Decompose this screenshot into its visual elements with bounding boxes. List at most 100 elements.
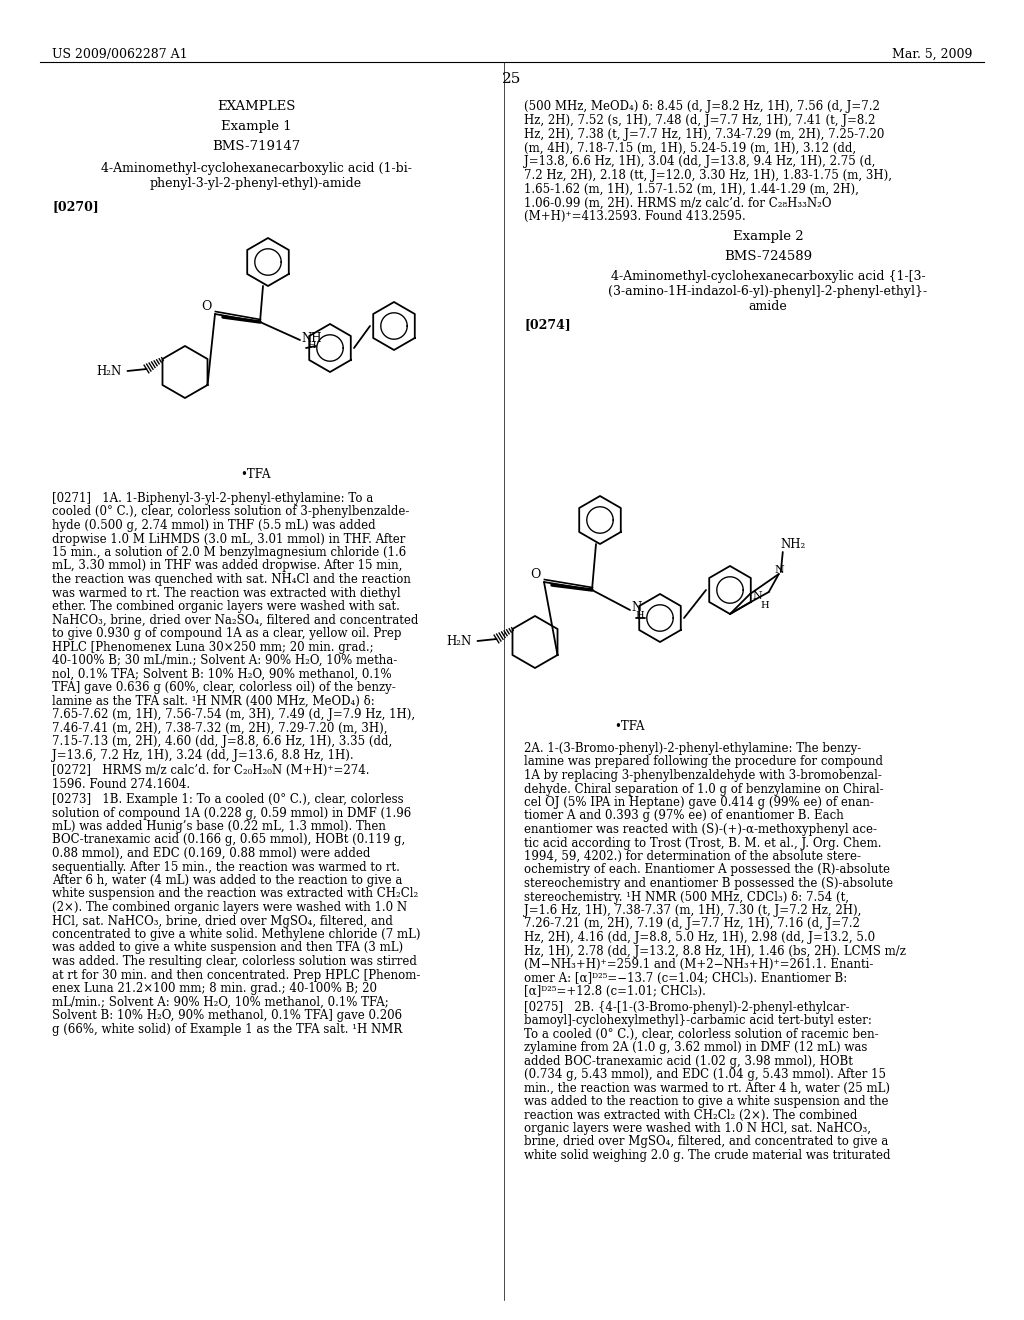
Text: EXAMPLES: EXAMPLES	[217, 100, 295, 114]
Text: (m, 4H), 7.18-7.15 (m, 1H), 5.24-5.19 (m, 1H), 3.12 (dd,: (m, 4H), 7.18-7.15 (m, 1H), 5.24-5.19 (m…	[524, 141, 856, 154]
Text: [0270]: [0270]	[52, 201, 98, 213]
Text: mL, 3.30 mmol) in THF was added dropwise. After 15 min,: mL, 3.30 mmol) in THF was added dropwise…	[52, 560, 402, 573]
Text: TFA] gave 0.636 g (60%, clear, colorless oil) of the benzy-: TFA] gave 0.636 g (60%, clear, colorless…	[52, 681, 395, 694]
Text: 7.2 Hz, 2H), 2.18 (tt, J=12.0, 3.30 Hz, 1H), 1.83-1.75 (m, 3H),: 7.2 Hz, 2H), 2.18 (tt, J=12.0, 3.30 Hz, …	[524, 169, 892, 182]
Text: organic layers were washed with 1.0 N HCl, sat. NaHCO₃,: organic layers were washed with 1.0 N HC…	[524, 1122, 871, 1135]
Text: stereochemistry. ¹H NMR (500 MHz, CDCl₃) δ: 7.54 (t,: stereochemistry. ¹H NMR (500 MHz, CDCl₃)…	[524, 891, 849, 903]
Text: NaHCO₃, brine, dried over Na₂SO₄, filtered and concentrated: NaHCO₃, brine, dried over Na₂SO₄, filter…	[52, 614, 419, 627]
Text: To a cooled (0° C.), clear, colorless solution of racemic ben-: To a cooled (0° C.), clear, colorless so…	[524, 1027, 879, 1040]
Text: tiomer A and 0.393 g (97% ee) of enantiomer B. Each: tiomer A and 0.393 g (97% ee) of enantio…	[524, 809, 844, 822]
Text: was added to the reaction to give a white suspension and the: was added to the reaction to give a whit…	[524, 1096, 889, 1107]
Text: cooled (0° C.), clear, colorless solution of 3-phenylbenzalde-: cooled (0° C.), clear, colorless solutio…	[52, 506, 410, 519]
Text: (500 MHz, MeOD₄) δ: 8.45 (d, J=8.2 Hz, 1H), 7.56 (d, J=7.2: (500 MHz, MeOD₄) δ: 8.45 (d, J=8.2 Hz, 1…	[524, 100, 880, 114]
Text: NH: NH	[301, 333, 322, 345]
Text: was added to give a white suspension and then TFA (3 mL): was added to give a white suspension and…	[52, 941, 403, 954]
Text: J=13.6, 7.2 Hz, 1H), 3.24 (dd, J=13.6, 8.8 Hz, 1H).: J=13.6, 7.2 Hz, 1H), 3.24 (dd, J=13.6, 8…	[52, 748, 353, 762]
Text: Example 1: Example 1	[221, 120, 291, 133]
Text: nol, 0.1% TFA; Solvent B: 10% H₂O, 90% methanol, 0.1%: nol, 0.1% TFA; Solvent B: 10% H₂O, 90% m…	[52, 668, 391, 681]
Text: 1.65-1.62 (m, 1H), 1.57-1.52 (m, 1H), 1.44-1.29 (m, 2H),: 1.65-1.62 (m, 1H), 1.57-1.52 (m, 1H), 1.…	[524, 182, 859, 195]
Text: H: H	[307, 341, 315, 350]
Text: enex Luna 21.2×100 mm; 8 min. grad.; 40-100% B; 20: enex Luna 21.2×100 mm; 8 min. grad.; 40-…	[52, 982, 377, 995]
Text: 7.46-7.41 (m, 2H), 7.38-7.32 (m, 2H), 7.29-7.20 (m, 3H),: 7.46-7.41 (m, 2H), 7.38-7.32 (m, 2H), 7.…	[52, 722, 387, 734]
Text: to give 0.930 g of compound 1A as a clear, yellow oil. Prep: to give 0.930 g of compound 1A as a clea…	[52, 627, 401, 640]
Text: HPLC [Phenomenex Luna 30×250 mm; 20 min. grad.;: HPLC [Phenomenex Luna 30×250 mm; 20 min.…	[52, 640, 374, 653]
Text: reaction was extracted with CH₂Cl₂ (2×). The combined: reaction was extracted with CH₂Cl₂ (2×).…	[524, 1109, 857, 1122]
Text: tic acid according to Trost (Trost, B. M. et al., J. Org. Chem.: tic acid according to Trost (Trost, B. M…	[524, 837, 882, 850]
Text: 40-100% B; 30 mL/min.; Solvent A: 90% H₂O, 10% metha-: 40-100% B; 30 mL/min.; Solvent A: 90% H₂…	[52, 653, 397, 667]
Text: [0275]   2B. {4-[1-(3-Bromo-phenyl)-2-phenyl-ethylcar-: [0275] 2B. {4-[1-(3-Bromo-phenyl)-2-phen…	[524, 1001, 850, 1014]
Text: Hz, 1H), 2.78 (dd, J=13.2, 8.8 Hz, 1H), 1.46 (bs, 2H). LCMS m/z: Hz, 1H), 2.78 (dd, J=13.2, 8.8 Hz, 1H), …	[524, 945, 906, 957]
Text: mL) was added Hunig’s base (0.22 mL, 1.3 mmol). Then: mL) was added Hunig’s base (0.22 mL, 1.3…	[52, 820, 386, 833]
Text: NH₂: NH₂	[780, 539, 806, 550]
Text: the reaction was quenched with sat. NH₄Cl and the reaction: the reaction was quenched with sat. NH₄C…	[52, 573, 411, 586]
Text: (M−NH₃+H)⁺=259.1 and (M+2−NH₃+H)⁺=261.1. Enanti-: (M−NH₃+H)⁺=259.1 and (M+2−NH₃+H)⁺=261.1.…	[524, 958, 873, 972]
Text: BOC-tranexamic acid (0.166 g, 0.65 mmol), HOBt (0.119 g,: BOC-tranexamic acid (0.166 g, 0.65 mmol)…	[52, 833, 406, 846]
Text: solution of compound 1A (0.228 g, 0.59 mmol) in DMF (1.96: solution of compound 1A (0.228 g, 0.59 m…	[52, 807, 412, 820]
Text: [0273]   1B. Example 1: To a cooled (0° C.), clear, colorless: [0273] 1B. Example 1: To a cooled (0° C.…	[52, 793, 403, 807]
Text: ochemistry of each. Enantiomer A possessed the (R)-absolute: ochemistry of each. Enantiomer A possess…	[524, 863, 890, 876]
Text: ether. The combined organic layers were washed with sat.: ether. The combined organic layers were …	[52, 601, 400, 612]
Text: (2×). The combined organic layers were washed with 1.0 N: (2×). The combined organic layers were w…	[52, 902, 408, 913]
Text: lamine as the TFA salt. ¹H NMR (400 MHz, MeOD₄) δ:: lamine as the TFA salt. ¹H NMR (400 MHz,…	[52, 694, 375, 708]
Text: N: N	[775, 565, 784, 576]
Text: Hz, 2H), 4.16 (dd, J=8.8, 5.0 Hz, 1H), 2.98 (dd, J=13.2, 5.0: Hz, 2H), 4.16 (dd, J=8.8, 5.0 Hz, 1H), 2…	[524, 931, 876, 944]
Text: Solvent B: 10% H₂O, 90% methanol, 0.1% TFA] gave 0.206: Solvent B: 10% H₂O, 90% methanol, 0.1% T…	[52, 1008, 402, 1022]
Text: N: N	[631, 601, 641, 614]
Text: white solid weighing 2.0 g. The crude material was triturated: white solid weighing 2.0 g. The crude ma…	[524, 1148, 891, 1162]
Text: O: O	[201, 300, 211, 313]
Text: bamoyl]-cyclohexylmethyl}-carbamic acid tert-butyl ester:: bamoyl]-cyclohexylmethyl}-carbamic acid …	[524, 1014, 871, 1027]
Text: US 2009/0062287 A1: US 2009/0062287 A1	[52, 48, 187, 61]
Text: 0.88 mmol), and EDC (0.169, 0.88 mmol) were added: 0.88 mmol), and EDC (0.169, 0.88 mmol) w…	[52, 847, 371, 861]
Text: dehyde. Chiral separation of 1.0 g of benzylamine on Chiral-: dehyde. Chiral separation of 1.0 g of be…	[524, 783, 884, 796]
Text: 15 min., a solution of 2.0 M benzylmagnesium chloride (1.6: 15 min., a solution of 2.0 M benzylmagne…	[52, 546, 407, 558]
Text: g (66%, white solid) of Example 1 as the TFA salt. ¹H NMR: g (66%, white solid) of Example 1 as the…	[52, 1023, 402, 1035]
Text: N: N	[752, 591, 762, 601]
Text: enantiomer was reacted with (S)-(+)-α-methoxyphenyl ace-: enantiomer was reacted with (S)-(+)-α-me…	[524, 822, 877, 836]
Text: zylamine from 2A (1.0 g, 3.62 mmol) in DMF (12 mL) was: zylamine from 2A (1.0 g, 3.62 mmol) in D…	[524, 1041, 867, 1053]
Text: was added. The resulting clear, colorless solution was stirred: was added. The resulting clear, colorles…	[52, 954, 417, 968]
Text: phenyl-3-yl-2-phenyl-ethyl)-amide: phenyl-3-yl-2-phenyl-ethyl)-amide	[150, 177, 362, 190]
Text: 4-Aminomethyl-cyclohexanecarboxylic acid {1-[3-: 4-Aminomethyl-cyclohexanecarboxylic acid…	[610, 271, 926, 284]
Text: J=13.8, 6.6 Hz, 1H), 3.04 (dd, J=13.8, 9.4 Hz, 1H), 2.75 (d,: J=13.8, 6.6 Hz, 1H), 3.04 (dd, J=13.8, 9…	[524, 156, 876, 168]
Text: (M+H)⁺=413.2593. Found 413.2595.: (M+H)⁺=413.2593. Found 413.2595.	[524, 210, 745, 223]
Text: HCl, sat. NaHCO₃, brine, dried over MgSO₄, filtered, and: HCl, sat. NaHCO₃, brine, dried over MgSO…	[52, 915, 393, 928]
Text: was warmed to rt. The reaction was extracted with diethyl: was warmed to rt. The reaction was extra…	[52, 586, 400, 599]
Text: Example 2: Example 2	[733, 230, 803, 243]
Text: 7.15-7.13 (m, 2H), 4.60 (dd, J=8.8, 6.6 Hz, 1H), 3.35 (dd,: 7.15-7.13 (m, 2H), 4.60 (dd, J=8.8, 6.6 …	[52, 735, 392, 748]
Text: cel OJ (5% IPA in Heptane) gave 0.414 g (99% ee) of enan-: cel OJ (5% IPA in Heptane) gave 0.414 g …	[524, 796, 873, 809]
Text: concentrated to give a white solid. Methylene chloride (7 mL): concentrated to give a white solid. Meth…	[52, 928, 421, 941]
Text: stereochemistry and enantiomer B possessed the (S)-absolute: stereochemistry and enantiomer B possess…	[524, 876, 893, 890]
Text: white suspension and the reaction was extracted with CH₂Cl₂: white suspension and the reaction was ex…	[52, 887, 418, 900]
Text: omer A: [α]ᴰ²⁵=−13.7 (c=1.04; CHCl₃). Enantiomer B:: omer A: [α]ᴰ²⁵=−13.7 (c=1.04; CHCl₃). En…	[524, 972, 847, 985]
Text: Hz, 2H), 7.52 (s, 1H), 7.48 (d, J=7.7 Hz, 1H), 7.41 (t, J=8.2: Hz, 2H), 7.52 (s, 1H), 7.48 (d, J=7.7 Hz…	[524, 114, 876, 127]
Text: BMS-719147: BMS-719147	[212, 140, 300, 153]
Text: added BOC-tranexamic acid (1.02 g, 3.98 mmol), HOBt: added BOC-tranexamic acid (1.02 g, 3.98 …	[524, 1055, 853, 1068]
Text: (3-amino-1H-indazol-6-yl)-phenyl]-2-phenyl-ethyl}-: (3-amino-1H-indazol-6-yl)-phenyl]-2-phen…	[608, 285, 928, 298]
Text: 1A by replacing 3-phenylbenzaldehyde with 3-bromobenzal-: 1A by replacing 3-phenylbenzaldehyde wit…	[524, 770, 882, 781]
Text: 1.06-0.99 (m, 2H). HRMS m/z calc’d. for C₂₈H₃₃N₂O: 1.06-0.99 (m, 2H). HRMS m/z calc’d. for …	[524, 197, 831, 210]
Text: (0.734 g, 5.43 mmol), and EDC (1.04 g, 5.43 mmol). After 15: (0.734 g, 5.43 mmol), and EDC (1.04 g, 5…	[524, 1068, 886, 1081]
Text: [0272]   HRMS m/z calc’d. for C₂₀H₂₀N (M+H)⁺=274.: [0272] HRMS m/z calc’d. for C₂₀H₂₀N (M+H…	[52, 764, 370, 777]
Text: [0271]   1A. 1-Biphenyl-3-yl-2-phenyl-ethylamine: To a: [0271] 1A. 1-Biphenyl-3-yl-2-phenyl-ethy…	[52, 492, 374, 506]
Text: 4-Aminomethyl-cyclohexanecarboxylic acid (1-bi-: 4-Aminomethyl-cyclohexanecarboxylic acid…	[100, 162, 412, 176]
Text: 7.26-7.21 (m, 2H), 7.19 (d, J=7.7 Hz, 1H), 7.16 (d, J=7.2: 7.26-7.21 (m, 2H), 7.19 (d, J=7.7 Hz, 1H…	[524, 917, 860, 931]
Text: H₂N: H₂N	[96, 366, 122, 378]
Text: 2A. 1-(3-Bromo-phenyl)-2-phenyl-ethylamine: The benzy-: 2A. 1-(3-Bromo-phenyl)-2-phenyl-ethylami…	[524, 742, 861, 755]
Text: at rt for 30 min. and then concentrated. Prep HPLC [Phenom-: at rt for 30 min. and then concentrated.…	[52, 969, 421, 982]
Text: amide: amide	[749, 300, 787, 313]
Text: sequentially. After 15 min., the reaction was warmed to rt.: sequentially. After 15 min., the reactio…	[52, 861, 400, 874]
Text: min., the reaction was warmed to rt. After 4 h, water (25 mL): min., the reaction was warmed to rt. Aft…	[524, 1081, 890, 1094]
Text: BMS-724589: BMS-724589	[724, 251, 812, 263]
Text: hyde (0.500 g, 2.74 mmol) in THF (5.5 mL) was added: hyde (0.500 g, 2.74 mmol) in THF (5.5 mL…	[52, 519, 376, 532]
Text: O: O	[530, 568, 541, 581]
Text: Hz, 2H), 7.38 (t, J=7.7 Hz, 1H), 7.34-7.29 (m, 2H), 7.25-7.20: Hz, 2H), 7.38 (t, J=7.7 Hz, 1H), 7.34-7.…	[524, 128, 885, 141]
Text: 1994, 59, 4202.) for determination of the absolute stere-: 1994, 59, 4202.) for determination of th…	[524, 850, 861, 863]
Text: J=1.6 Hz, 1H), 7.38-7.37 (m, 1H), 7.30 (t, J=7.2 Hz, 2H),: J=1.6 Hz, 1H), 7.38-7.37 (m, 1H), 7.30 (…	[524, 904, 861, 917]
Text: •TFA: •TFA	[240, 469, 270, 480]
Text: H: H	[760, 601, 769, 610]
Text: H: H	[635, 611, 644, 620]
Text: brine, dried over MgSO₄, filtered, and concentrated to give a: brine, dried over MgSO₄, filtered, and c…	[524, 1135, 888, 1148]
Text: mL/min.; Solvent A: 90% H₂O, 10% methanol, 0.1% TFA;: mL/min.; Solvent A: 90% H₂O, 10% methano…	[52, 995, 389, 1008]
Text: [α]ᴰ²⁵=+12.8 (c=1.01; CHCl₃).: [α]ᴰ²⁵=+12.8 (c=1.01; CHCl₃).	[524, 985, 706, 998]
Text: H₂N: H₂N	[446, 635, 472, 648]
